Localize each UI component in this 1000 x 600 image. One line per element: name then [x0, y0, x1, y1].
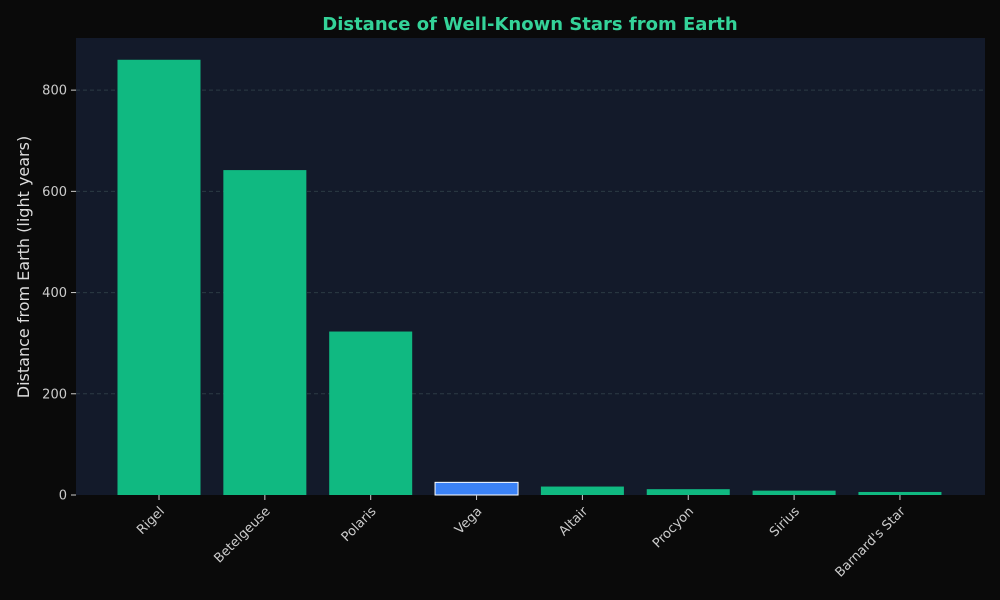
x-tick-label: Altair: [556, 504, 591, 539]
x-tick-label: Rigel: [134, 504, 168, 538]
bar-vega: [434, 481, 519, 496]
bar-barnard-s-star: [858, 491, 942, 495]
y-tick-label: 800: [42, 84, 67, 99]
y-axis-ticks: 0 200 400 600 800: [42, 84, 76, 504]
x-tick-label: Vega: [452, 504, 485, 537]
x-tick-label: Procyon: [650, 504, 697, 551]
y-tick-label: 600: [42, 185, 67, 200]
bar-altair: [540, 486, 624, 495]
bar-procyon: [646, 489, 730, 495]
bar-betelgeuse: [223, 170, 307, 495]
chart-title: Distance of Well-Known Stars from Earth: [322, 14, 737, 35]
bars: [117, 59, 942, 496]
y-tick-label: 0: [59, 489, 67, 504]
gridlines: [76, 89, 985, 395]
bar-rigel: [117, 59, 201, 496]
x-tick-label: Polaris: [339, 504, 380, 545]
x-tick-label: Betelgeuse: [212, 504, 274, 566]
y-axis-label: Distance from Earth (light years): [14, 136, 33, 398]
x-tick-label: Sirius: [767, 504, 803, 540]
x-tick-label: Barnard's Star: [833, 504, 910, 581]
x-axis-ticks: Rigel Betelgeuse Polaris Vega Altair Procyon S…: [134, 495, 909, 580]
y-tick-label: 200: [42, 387, 67, 402]
bar-polaris: [329, 331, 413, 495]
y-tick-label: 400: [42, 286, 67, 301]
bar-sirius: [752, 490, 836, 495]
plot-area: [76, 38, 985, 495]
